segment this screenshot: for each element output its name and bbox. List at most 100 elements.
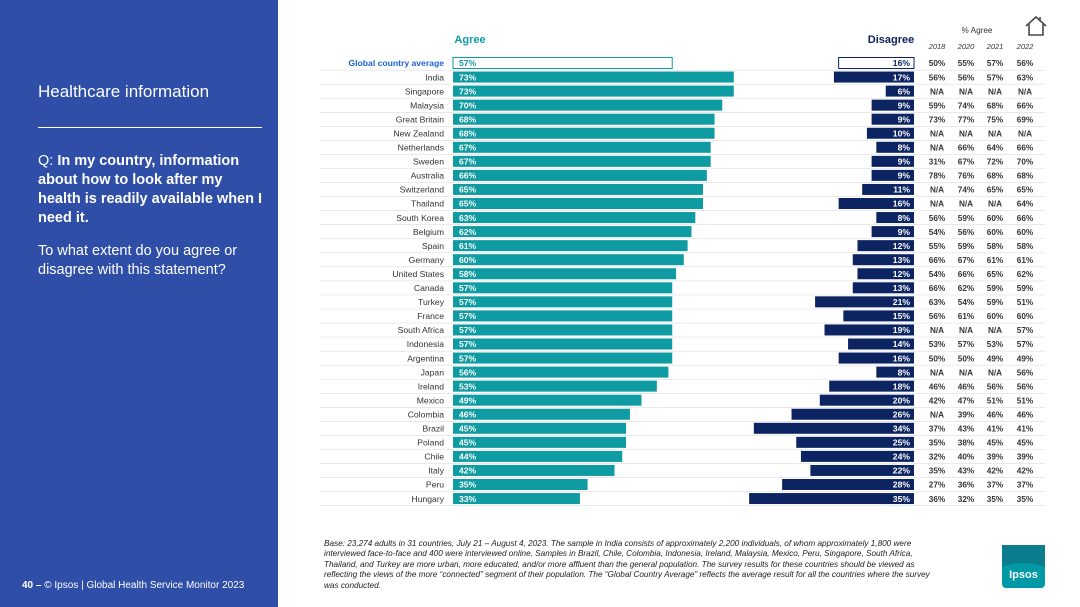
disagree-bar <box>876 141 914 153</box>
trend-value: 35% <box>929 439 946 448</box>
disagree-bar <box>871 99 914 111</box>
country-label: South Africa <box>398 325 445 335</box>
trend-value: 51% <box>1017 396 1034 405</box>
agree-value: 58% <box>459 269 477 279</box>
disagree-value: 35% <box>893 494 911 504</box>
agree-value: 68% <box>459 128 477 138</box>
agree-value: 57% <box>459 311 477 321</box>
agree-bar <box>453 155 711 167</box>
disagree-bar <box>819 394 914 406</box>
trend-value: 46% <box>958 382 975 391</box>
trend-value: 58% <box>987 242 1004 251</box>
trend-value: 56% <box>929 73 946 82</box>
disagree-value: 17% <box>893 72 911 82</box>
trend-value: 62% <box>1017 270 1034 279</box>
trend-value: 55% <box>958 59 975 68</box>
disagree-value: 19% <box>893 325 911 335</box>
agree-value: 73% <box>459 72 477 82</box>
trend-value: 74% <box>958 186 975 195</box>
trend-value: 56% <box>958 73 975 82</box>
agree-bar <box>453 479 588 490</box>
trend-value: 54% <box>958 298 975 307</box>
agree-bar <box>453 408 630 420</box>
trend-value: 67% <box>958 256 975 265</box>
trend-value: 60% <box>987 214 1004 223</box>
disagree-bar <box>838 198 914 209</box>
country-label: Argentina <box>407 353 444 363</box>
country-label: Malaysia <box>410 100 444 110</box>
trend-value: N/A <box>1018 87 1032 96</box>
trend-value: 35% <box>987 495 1004 504</box>
agree-value: 61% <box>459 241 477 251</box>
trend-value: N/A <box>988 368 1002 377</box>
country-label: New Zealand <box>393 128 444 138</box>
trend-value: 65% <box>987 186 1004 195</box>
trend-value: 39% <box>958 410 975 419</box>
trend-value: 39% <box>1017 453 1034 462</box>
trend-value: 66% <box>1017 214 1034 223</box>
disagree-value: 21% <box>893 297 911 307</box>
home-icon[interactable] <box>1024 14 1048 38</box>
agree-bar <box>453 99 723 111</box>
agree-value: 57% <box>459 325 477 335</box>
disagree-value: 8% <box>898 213 911 223</box>
trend-value: 63% <box>1017 73 1034 82</box>
country-label: Peru <box>426 480 444 490</box>
country-label: France <box>417 311 444 321</box>
trend-value: 72% <box>987 158 1004 167</box>
trend-value: N/A <box>930 200 944 209</box>
trend-value: 59% <box>1017 284 1034 293</box>
agree-bar <box>453 254 684 266</box>
bar-chart: Agree Disagree % Agree 2018 2020 2021 2022 Glob… <box>320 26 1045 507</box>
trend-value: 50% <box>929 59 946 68</box>
trend-value: 56% <box>1017 59 1034 68</box>
disagree-value: 9% <box>898 157 911 167</box>
disagree-bar <box>857 240 914 252</box>
trend-value: 46% <box>987 410 1004 419</box>
disagree-bar <box>885 85 914 97</box>
agree-value: 57% <box>459 58 477 68</box>
logo-text: Ipsos <box>1009 569 1038 581</box>
agree-value: 57% <box>459 353 477 363</box>
sidebar: Healthcare information Q: In my country,… <box>0 0 278 607</box>
agree-value: 67% <box>459 157 477 167</box>
agree-bar <box>453 464 615 476</box>
trend-value: 51% <box>987 396 1004 405</box>
trend-value: 36% <box>929 495 946 504</box>
trend-value: 36% <box>958 481 975 490</box>
trend-value: 63% <box>929 298 946 307</box>
country-label: Germany <box>409 255 445 265</box>
disagree-bar <box>833 71 914 83</box>
country-label: Switzerland <box>400 185 445 195</box>
trend-value: 51% <box>1017 298 1034 307</box>
trend-value: 56% <box>1017 368 1034 377</box>
trend-value: 38% <box>958 439 975 448</box>
agree-bar <box>453 366 669 378</box>
trend-value: 46% <box>1017 410 1034 419</box>
agree-bar <box>452 57 673 69</box>
disagree-value: 9% <box>898 114 911 124</box>
agree-value: 57% <box>459 339 477 349</box>
ipsos-logo: Ipsos <box>1002 545 1045 588</box>
disagree-bar <box>810 464 914 476</box>
country-label: Colombia <box>408 409 445 419</box>
disagree-bar <box>791 408 914 420</box>
disagree-bar <box>838 57 915 69</box>
trend-value: 59% <box>929 101 946 110</box>
agree-value: 42% <box>459 466 477 476</box>
country-label: Great Britain <box>396 114 444 124</box>
trend-value: N/A <box>959 368 973 377</box>
agree-value: 46% <box>459 409 477 419</box>
trend-value: 46% <box>929 382 946 391</box>
trend-value: N/A <box>959 326 973 335</box>
trend-value: 56% <box>1017 382 1034 391</box>
country-label: Poland <box>417 438 444 448</box>
trend-value: 56% <box>929 214 946 223</box>
country-label: Ireland <box>418 381 444 391</box>
trend-value: 37% <box>1017 481 1034 490</box>
trend-value: N/A <box>988 326 1002 335</box>
disagree-bar <box>871 226 914 238</box>
disagree-bar <box>852 282 914 294</box>
disagree-bar <box>782 479 914 490</box>
country-label: Brazil <box>423 424 445 434</box>
